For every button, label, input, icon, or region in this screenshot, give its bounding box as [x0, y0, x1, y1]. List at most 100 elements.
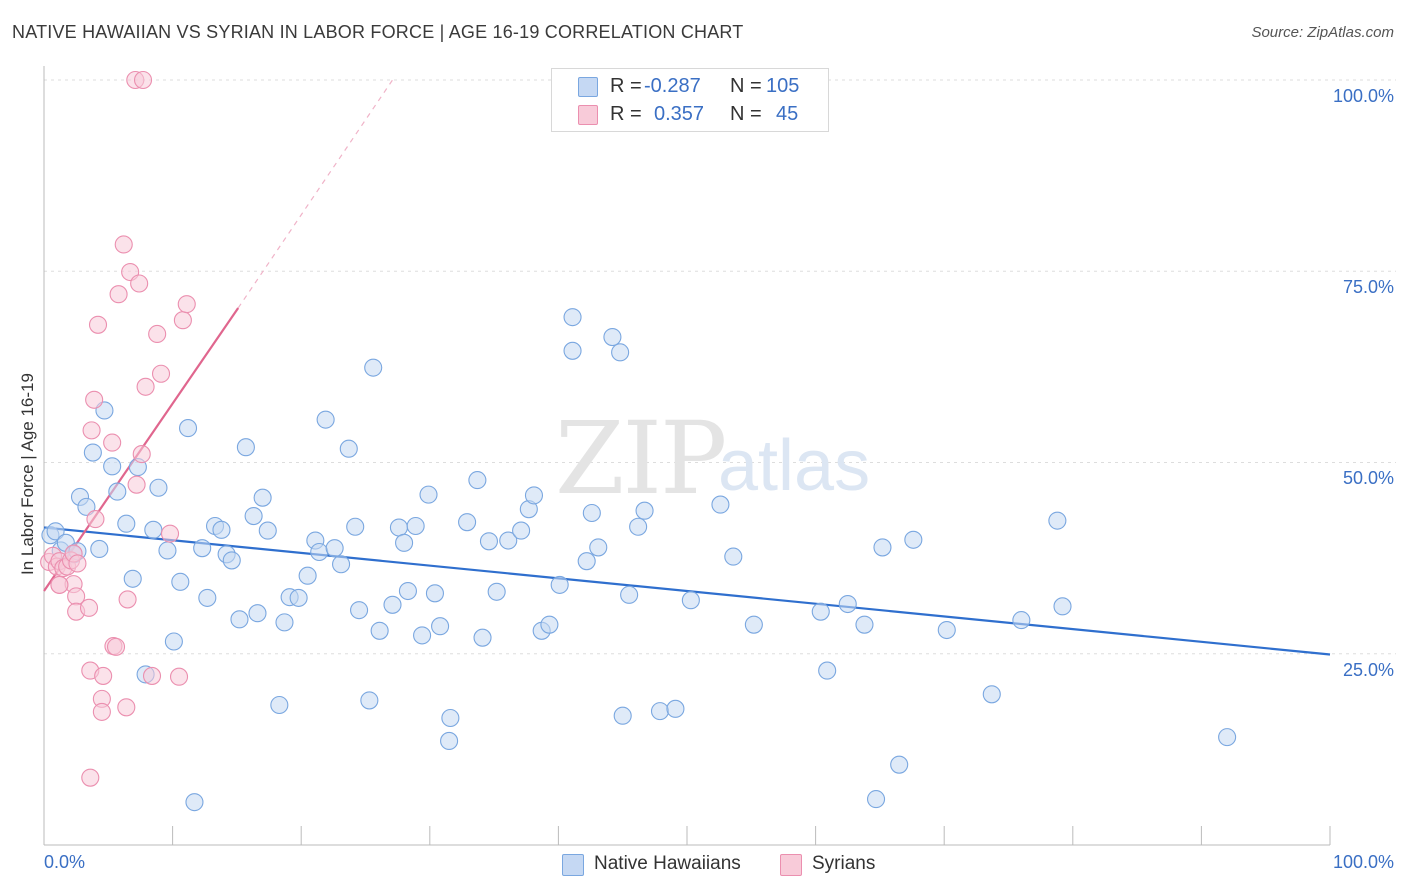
native-hawaiians-point [144, 520, 163, 539]
x-tick-label-max: 100.0% [1332, 852, 1394, 872]
bottom-legend-label-native-hawaiians: Native Hawaiians [594, 853, 741, 874]
native-hawaiians-point [1053, 597, 1072, 616]
syrians-point [106, 637, 126, 656]
native-hawaiians-point [563, 341, 582, 360]
watermark-atlas: atlas [718, 426, 871, 506]
native-hawaiians-point [1012, 611, 1031, 630]
native-hawaiians-point [270, 695, 289, 715]
native-hawaiians-point [524, 486, 544, 505]
gridlines [44, 79, 1396, 655]
native-hawaiians-point [473, 628, 492, 647]
syrians-point [127, 475, 146, 494]
native-hawaiians-point [982, 685, 1001, 704]
native-hawaiians-point [603, 327, 622, 347]
legend-r-value: 0.357 [654, 103, 705, 125]
syrians-trend-extension [237, 79, 394, 309]
syrians-point [50, 575, 69, 594]
syrians-point [177, 295, 196, 314]
native-hawaiians-point [890, 755, 909, 774]
native-hawaiians-point [487, 582, 506, 601]
native-hawaiians-point [563, 308, 582, 327]
syrians-point [114, 235, 133, 254]
native-hawaiians-point [838, 594, 857, 614]
native-hawaiians-point [431, 617, 450, 636]
native-hawaiians-point [244, 506, 263, 526]
legend-r-value: -0.287 [644, 75, 701, 97]
native-hawaiians-point [83, 443, 102, 462]
legend-n-value: 105 [766, 75, 800, 97]
native-hawaiians-point [253, 488, 272, 507]
bottom-legend-label-syrians: Syrians [812, 853, 876, 874]
legend-n-value: 45 [776, 103, 799, 125]
native-hawaiians-point [171, 572, 190, 591]
syrians-point [133, 70, 153, 90]
native-hawaiians-point [873, 538, 892, 557]
syrians-point [85, 390, 104, 409]
syrians-point [88, 315, 108, 334]
native-hawaiians-point [370, 621, 389, 640]
native-hawaiians-point [613, 706, 632, 725]
native-hawaiians-point [904, 530, 923, 549]
syrians-point [79, 598, 99, 617]
native-hawaiians-point [582, 503, 601, 523]
native-hawaiians-point [236, 438, 255, 457]
syrians-point [117, 698, 136, 717]
native-hawaiians-point [198, 588, 217, 607]
legend-n-label: N = [730, 75, 762, 97]
y-tick-label-25: 25.0% [1342, 660, 1394, 680]
legend-row-syrians: R = 0.357 N = 45 [552, 101, 828, 129]
native-hawaiians-point [298, 566, 317, 585]
native-hawaiians-point [103, 457, 122, 476]
native-hawaiians-point [620, 585, 639, 604]
legend-swatch-syrians [578, 105, 598, 125]
native-hawaiians-point [383, 595, 402, 614]
native-hawaiians-point [937, 620, 956, 640]
legend-r-label: R = [610, 103, 642, 125]
native-hawaiians-point [635, 501, 654, 520]
bottom-legend-swatch-native-hawaiians [562, 854, 584, 876]
native-hawaiians-point [185, 793, 204, 812]
native-hawaiians-point [540, 615, 559, 634]
syrians-point [160, 524, 180, 543]
native-hawaiians-point [339, 439, 358, 458]
chart-source: Source: ZipAtlas.com [1251, 24, 1394, 41]
native-hawaiians-point [123, 569, 142, 588]
syrians-point [148, 324, 167, 344]
native-hawaiians-point [158, 541, 177, 560]
native-hawaiians-point [811, 602, 830, 621]
native-hawaiians-point [346, 517, 365, 536]
y-axis-label-text: In Labor Force | Age 16-19 [18, 373, 37, 575]
native-hawaiians-point [178, 419, 198, 438]
legend-n-label: N = [730, 103, 762, 125]
native-hawaiians-point [212, 520, 231, 539]
native-hawaiians-point [711, 495, 730, 514]
native-hawaiians-point [316, 410, 335, 429]
native-hawaiians-point [406, 516, 425, 536]
native-hawaiians-point [389, 518, 408, 537]
native-hawaiians-point [360, 691, 379, 710]
syrians-point [103, 433, 122, 452]
native-hawaiians-point [325, 539, 344, 558]
syrians-point [130, 274, 149, 293]
native-hawaiians-point [458, 513, 477, 532]
native-hawaiians-point [666, 699, 685, 718]
syrians-points [40, 70, 196, 787]
x-tick-label-min: 0.0% [44, 852, 86, 872]
native-hawaiians-point [117, 514, 136, 533]
native-hawaiians-point [577, 552, 596, 571]
native-hawaiians-point [419, 485, 438, 504]
axes [43, 66, 1331, 846]
y-tick-label-100: 100.0% [1332, 86, 1394, 106]
native-hawaiians-point [395, 533, 414, 552]
native-hawaiians-point [744, 615, 763, 634]
native-hawaiians-point [1048, 511, 1067, 530]
y-tick-label-50: 50.0% [1342, 468, 1394, 488]
syrians-point [132, 445, 151, 464]
native-hawaiians-points [41, 308, 1237, 812]
native-hawaiians-point [248, 604, 267, 623]
legend-swatch-native-hawaiians [578, 77, 598, 97]
native-hawaiians-point [681, 591, 700, 610]
native-hawaiians-trend-segment [43, 526, 1331, 656]
syrians-point [118, 590, 137, 609]
native-hawaiians-point [818, 661, 837, 680]
